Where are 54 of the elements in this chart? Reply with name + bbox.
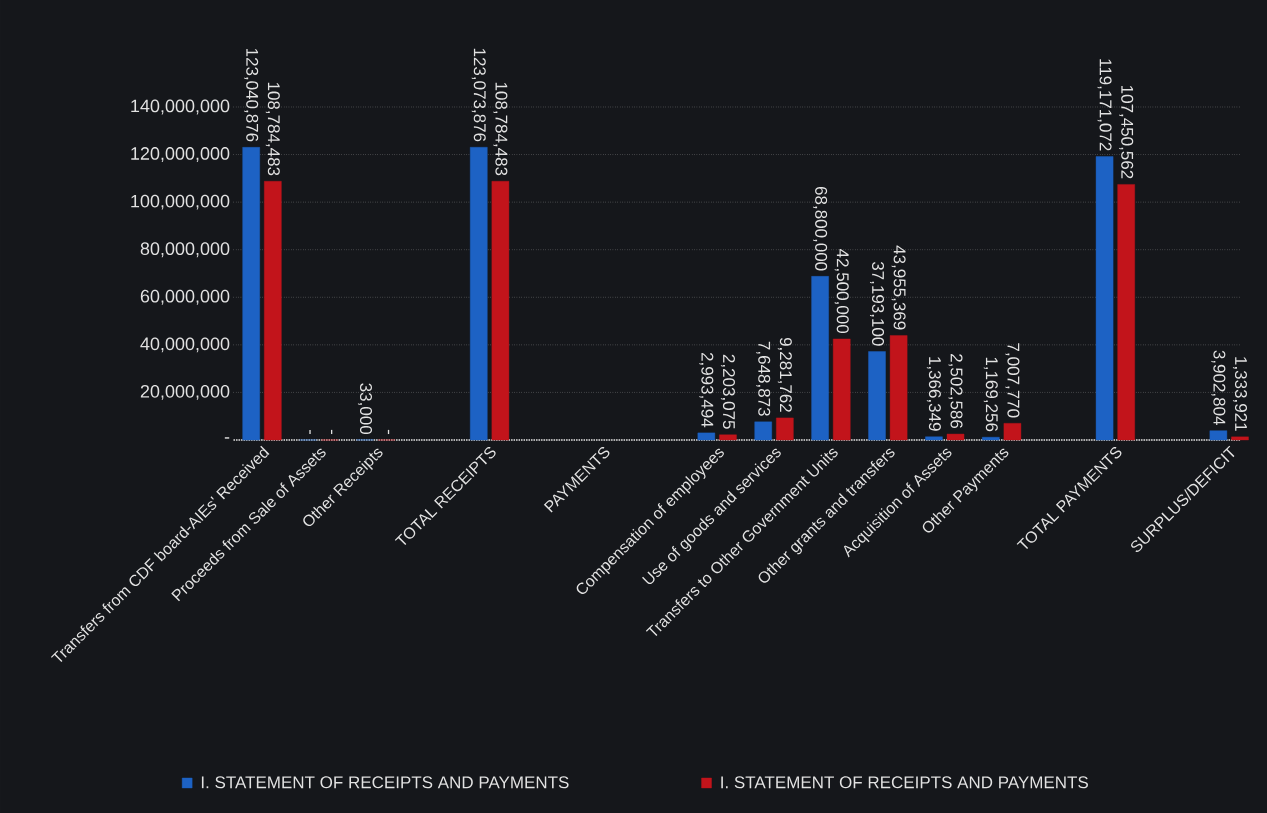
data-label: 7,007,770	[1005, 343, 1020, 418]
data-label: 123,073,876	[471, 48, 486, 142]
bar	[946, 433, 965, 441]
y-tick-label: 20,000,000	[140, 384, 230, 400]
bar	[264, 181, 282, 441]
data-label: 37,193,100	[869, 261, 885, 346]
data-label: 108,784,483	[265, 82, 280, 176]
y-tick-label: -	[224, 437, 230, 439]
bar	[1095, 156, 1114, 441]
data-label: 2,993,494	[699, 352, 714, 428]
y-tick-label: 60,000,000	[140, 289, 230, 305]
data-label: -	[387, 429, 390, 435]
bar	[754, 421, 772, 441]
bar	[719, 434, 737, 441]
bar	[776, 417, 794, 441]
data-label: 108,784,483	[493, 82, 508, 176]
y-tick-label: 120,000,000	[131, 147, 230, 162]
bar	[1209, 430, 1228, 441]
data-label: 33,000	[357, 383, 372, 435]
data-label: 2,502,586	[948, 354, 963, 429]
bar	[1003, 423, 1022, 441]
y-tick-label: 140,000,000	[131, 99, 230, 115]
data-label: 9,281,762	[777, 337, 792, 412]
bar	[491, 181, 510, 441]
y-tick-label: 100,000,000	[131, 194, 230, 210]
data-label: 7,648,873	[756, 341, 771, 416]
data-label: 1,169,256	[983, 357, 998, 432]
bar	[811, 276, 829, 441]
data-label: 42,500,000	[834, 249, 849, 334]
data-label: 1,333,921	[1232, 357, 1248, 431]
y-tick-label: 40,000,000	[140, 337, 230, 353]
bar	[868, 351, 886, 441]
bar	[242, 147, 260, 441]
legend-label: I. STATEMENT OF RECEIPTS AND PAYMENTS	[721, 776, 1088, 789]
y-tick-label: 80,000,000	[140, 242, 230, 258]
bar	[833, 338, 851, 441]
data-label: 123,040,876	[244, 48, 259, 142]
data-label: 107,450,562	[1119, 85, 1134, 179]
data-label: 1,366,349	[926, 357, 941, 431]
data-label: 68,800,000	[813, 186, 828, 271]
bar	[1117, 184, 1135, 441]
data-label: 3,902,804	[1211, 350, 1226, 425]
bar	[925, 436, 943, 441]
bar	[889, 335, 908, 441]
bar	[1231, 436, 1249, 441]
data-label: -	[309, 429, 311, 435]
legend-label: I. STATEMENT OF RECEIPTS AND PAYMENTS	[201, 776, 569, 789]
data-label: 2,203,075	[720, 354, 735, 429]
bar	[470, 147, 488, 441]
data-label: 43,955,369	[891, 245, 906, 330]
data-label: -	[330, 429, 333, 435]
data-label: 119,171,072	[1097, 59, 1112, 151]
bar	[982, 437, 1000, 441]
bar	[697, 432, 716, 441]
